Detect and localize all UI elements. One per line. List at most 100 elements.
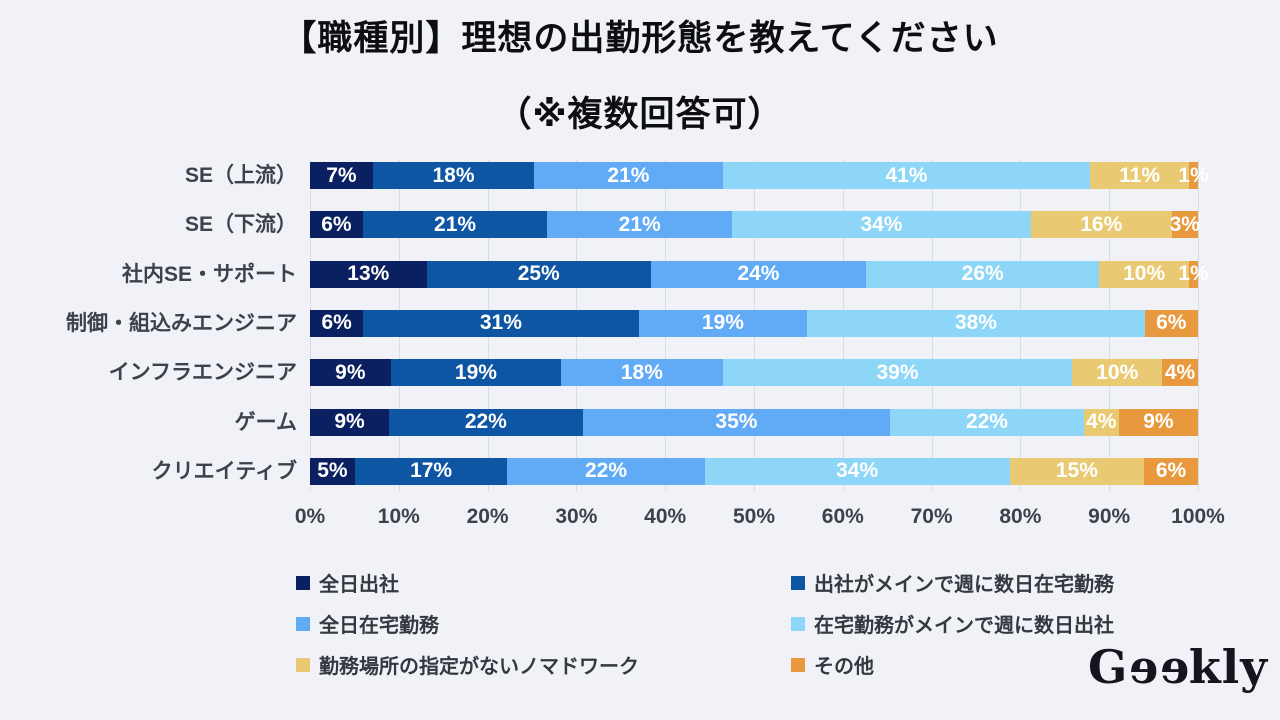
x-axis-tick-label: 20% (466, 505, 509, 528)
legend-swatch (296, 657, 310, 672)
bar-segment: 17% (354, 457, 508, 485)
bar-segment-label: 22% (965, 410, 1008, 434)
bar-segment-label: 24% (737, 262, 780, 286)
bar-segment-label: 21% (607, 163, 650, 187)
bar-segment: 22% (507, 457, 705, 485)
bar-segment: 19% (638, 309, 808, 337)
bar-segment: 4% (1162, 359, 1198, 387)
legend-label: 勤務場所の指定がないノマドワーク (319, 656, 639, 678)
legend-swatch (791, 575, 805, 590)
bar-segment: 21% (534, 162, 723, 189)
logo-letter: y (1240, 640, 1268, 694)
bar-segment-label: 19% (454, 360, 497, 384)
x-axis-tick-label: 100% (1171, 505, 1225, 528)
bar-segment: 41% (722, 162, 1091, 189)
x-axis-tick-label: 0% (294, 505, 326, 528)
x-axis-tick-label: 10% (377, 505, 420, 528)
bar-segment-label: 18% (432, 163, 475, 187)
bar-segment-label: 13% (347, 262, 390, 286)
bar-segment-label: 6% (321, 311, 352, 335)
bar-segment: 22% (389, 408, 583, 436)
bar-segment-label: 34% (860, 212, 903, 236)
category-label: クリエイティブ (151, 459, 297, 483)
legend-swatch (296, 575, 310, 590)
legend-item: 勤務場所の指定がないノマドワーク (296, 650, 639, 679)
bar-segment-label: 4% (1164, 360, 1196, 384)
category-label: 制御・組込みエンジニア (66, 311, 297, 335)
bar-segment: 18% (561, 359, 723, 387)
bar-segment-label: 15% (1055, 459, 1098, 483)
bar-segment-label: 25% (517, 262, 560, 286)
bar-segment-label: 11% (1119, 163, 1161, 187)
category-label: インフラエンジニア (108, 361, 297, 385)
bar-segment-label: 26% (961, 262, 1004, 286)
bar-segment-label: 7% (326, 163, 357, 187)
category-label: SE（下流） (184, 213, 297, 237)
bar-segment-label: 16% (1080, 212, 1123, 236)
bar-segment-label: 17% (410, 459, 453, 483)
x-axis-tick-label: 60% (821, 505, 864, 528)
category-label: SE（上流） (184, 164, 297, 187)
bar-segment-label: 4% (1086, 410, 1117, 434)
bar-segment-label: 10% (1096, 360, 1139, 384)
bar-segment: 25% (426, 260, 651, 288)
x-axis-tick-label: 30% (555, 505, 598, 528)
bar-segment-label: 21% (434, 212, 477, 236)
legend-label: 出社がメインで週に数日在宅勤務 (814, 574, 1114, 596)
bar-segment-label: 6% (1156, 311, 1187, 335)
bar-segment-label: 22% (464, 410, 507, 434)
bar-segment: 6% (310, 309, 364, 337)
x-axis-tick-label: 70% (910, 505, 953, 528)
bar-row: 9% 22% 35% 22% 4% 9% (310, 408, 1198, 436)
bar-segment: 9% (310, 359, 391, 387)
legend-item: 全日在宅勤務 (296, 609, 439, 638)
bar-segment: 6% (1144, 457, 1198, 485)
logo-letter: k (1188, 640, 1222, 694)
bar-segment: 6% (1144, 309, 1198, 337)
bar-segment: 39% (722, 359, 1073, 387)
bar-segment-label: 3% (1169, 212, 1200, 236)
bar-segment-label: 18% (620, 360, 663, 384)
legend-swatch (791, 657, 805, 672)
bar-segment: 10% (1072, 359, 1163, 387)
x-axis-tick-label: 80% (999, 505, 1042, 528)
bar-segment-label: 6% (1155, 459, 1187, 483)
bar-segment-label: 9% (335, 360, 366, 384)
bar-segment: 6% (310, 211, 363, 239)
bar-segment: 3% (1169, 211, 1200, 239)
bar-segment: 10% (1099, 260, 1189, 288)
chart-title: 【職種別】理想の出勤形態を教えてください (281, 19, 999, 58)
bar-segment: 34% (704, 457, 1010, 485)
bar-segment: 9% (1118, 408, 1198, 436)
x-axis-tick-label: 90% (1088, 505, 1131, 528)
logo-letter: l (1221, 640, 1241, 694)
chart-subtitle: （※複数回答可） (496, 95, 784, 134)
legend-swatch (296, 616, 310, 631)
bar-segment: 22% (890, 408, 1084, 436)
bar-segment: 18% (372, 162, 535, 189)
bar-segment-label: 9% (1143, 410, 1174, 434)
gridline (1198, 160, 1199, 491)
category-label: 社内SE・サポート (121, 262, 297, 286)
bar-row: 5% 17% 22% 34% 15% 6% (310, 457, 1198, 485)
legend-swatch (791, 616, 805, 631)
bar-segment: 21% (547, 211, 732, 239)
bar-segment: 19% (390, 359, 562, 387)
bar-segment: 7% (310, 162, 373, 189)
bar-segment: 38% (807, 309, 1145, 337)
bar-segment-label: 22% (584, 459, 627, 483)
bar-row: 9% 19% 18% 39% 10% 4% (310, 359, 1198, 387)
legend-item: その他 (791, 650, 874, 679)
bar-segment-label: 39% (876, 360, 919, 384)
bar-segment: 35% (582, 408, 891, 436)
bar-segment: 16% (1030, 211, 1172, 239)
bar-segment: 24% (650, 260, 867, 288)
bar-segment: 31% (363, 309, 639, 337)
bar-segment-label: 38% (954, 311, 997, 335)
x-axis-tick-label: 40% (644, 505, 687, 528)
bar-segment-label: 9% (334, 410, 365, 434)
bar-segment: 11% (1090, 162, 1189, 189)
bar-segment-label: 5% (317, 459, 348, 483)
bar-segment: 9% (310, 408, 390, 436)
